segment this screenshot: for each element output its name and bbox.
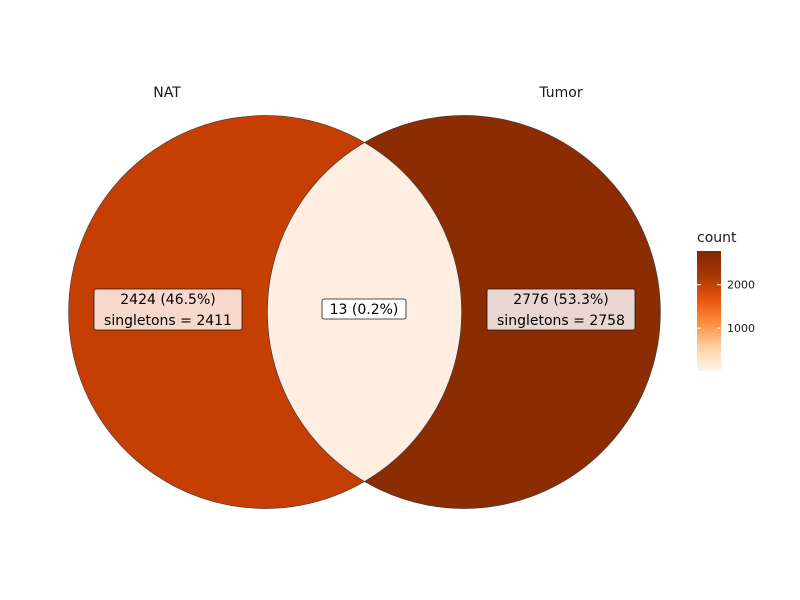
set-label-tumor: Tumor	[538, 85, 583, 101]
label-nat-singletons: singletons = 2411	[104, 313, 232, 329]
label-nat-count: 2424 (46.5%)	[120, 292, 215, 308]
label-tumor-count: 2776 (53.3%)	[513, 292, 608, 308]
label-tumor-singletons: singletons = 2758	[497, 313, 625, 329]
legend-tick-label-1: 2000	[727, 279, 755, 292]
legend-ticks: 1000 2000	[697, 279, 755, 335]
label-tumor-only: 2776 (53.3%) singletons = 2758	[486, 288, 636, 331]
label-box-tumor-only	[486, 288, 636, 331]
legend-colorbar	[697, 251, 721, 371]
label-intersection-count: 13 (0.2%)	[330, 302, 399, 318]
label-nat-only: 2424 (46.5%) singletons = 2411	[93, 288, 243, 331]
legend-title: count	[697, 230, 737, 246]
label-box-intersection	[321, 298, 407, 320]
label-box-nat-only	[93, 288, 243, 331]
set-label-nat: NAT	[153, 85, 181, 101]
legend-tick-label-0: 1000	[727, 322, 755, 335]
label-intersection: 13 (0.2%)	[321, 298, 407, 320]
legend: count 1000 2000	[697, 230, 755, 371]
